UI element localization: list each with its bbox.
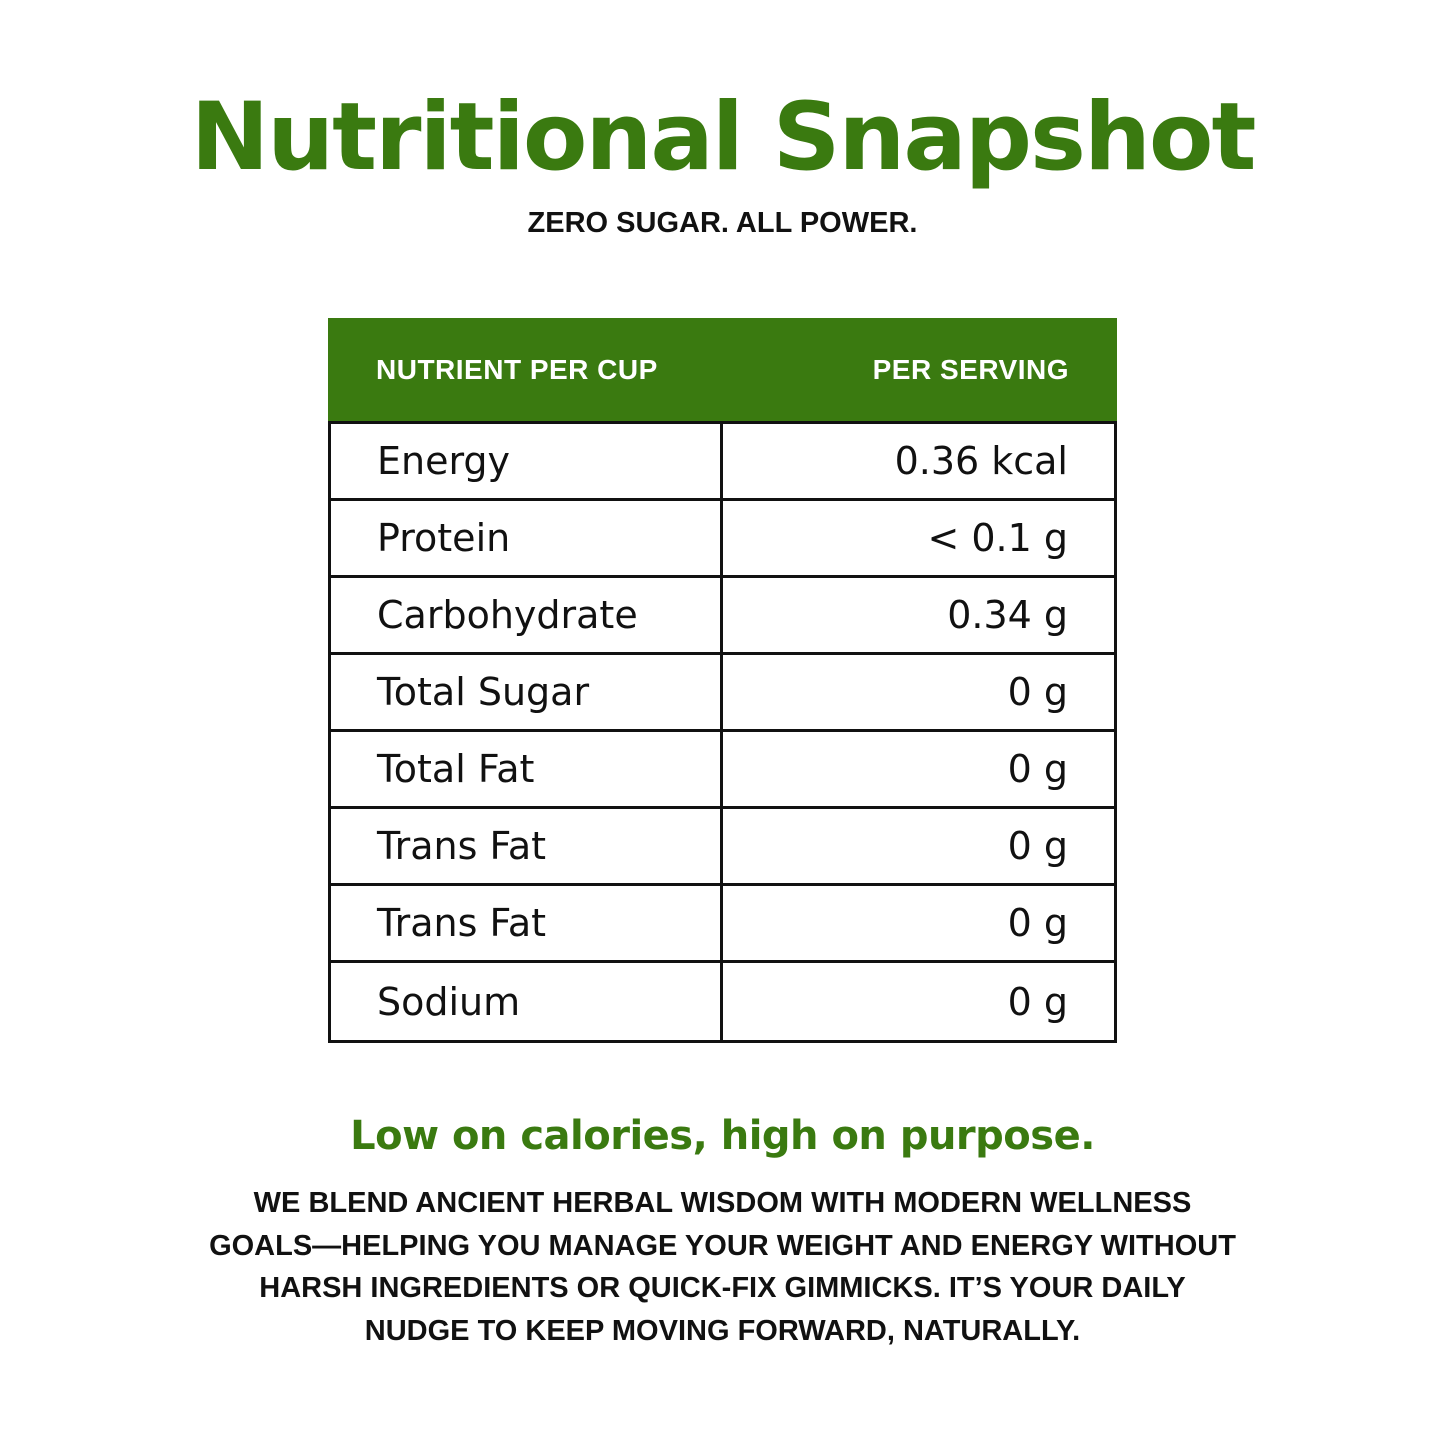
description-paragraph: WE BLEND ANCIENT HERBAL WISDOM WITH MODE…	[120, 1182, 1325, 1352]
nutrient-name: Sodium	[331, 963, 723, 1040]
nutrition-table: NUTRIENT PER CUP PER SERVING Energy 0.36…	[328, 318, 1117, 1043]
nutrient-name: Energy	[331, 424, 723, 498]
page-title: Nutritional Snapshot	[190, 83, 1257, 192]
nutrient-name: Trans Fat	[331, 809, 723, 883]
table-row: Trans Fat 0 g	[331, 886, 1114, 963]
nutrient-name: Trans Fat	[331, 886, 723, 960]
table-row: Total Sugar 0 g	[331, 655, 1114, 732]
nutrient-name: Protein	[331, 501, 723, 575]
column-header-per-serving: PER SERVING	[872, 353, 1069, 385]
nutrient-value: 0 g	[1007, 824, 1068, 868]
nutrient-value: 0 g	[1007, 979, 1068, 1024]
nutrient-name: Total Sugar	[331, 655, 723, 729]
tagline: Low on calories, high on purpose.	[350, 1113, 1095, 1159]
nutrient-name: Total Fat	[331, 732, 723, 806]
table-body: Energy 0.36 kcal Protein < 0.1 g Carbohy…	[328, 421, 1117, 1043]
description-line: NUDGE TO KEEP MOVING FORWARD, NATURALLY.	[364, 1314, 1081, 1347]
nutrient-value: 0.36 kcal	[894, 439, 1068, 483]
description-line: GOALS—HELPING YOU MANAGE YOUR WEIGHT AND…	[209, 1229, 1236, 1262]
table-row: Energy 0.36 kcal	[331, 424, 1114, 501]
nutrient-value: 0 g	[1007, 670, 1068, 714]
description-line: WE BLEND ANCIENT HERBAL WISDOM WITH MODE…	[253, 1187, 1192, 1219]
nutrient-value: 0 g	[1007, 747, 1068, 791]
table-row: Carbohydrate 0.34 g	[331, 578, 1114, 655]
nutrient-value: < 0.1 g	[927, 516, 1068, 560]
nutrient-value: 0.34 g	[947, 593, 1068, 637]
nutrient-value: 0 g	[1007, 901, 1068, 945]
table-row: Sodium 0 g	[331, 963, 1114, 1040]
column-header-nutrient: NUTRIENT PER CUP	[376, 353, 658, 385]
nutrient-name: Carbohydrate	[331, 578, 723, 652]
table-header: NUTRIENT PER CUP PER SERVING	[328, 318, 1117, 421]
table-row: Total Fat 0 g	[331, 732, 1114, 809]
table-row: Trans Fat 0 g	[331, 809, 1114, 886]
description-line: HARSH INGREDIENTS OR QUICK-FIX GIMMICKS.…	[259, 1272, 1186, 1304]
page-subtitle: ZERO SUGAR. ALL POWER.	[527, 207, 918, 239]
table-row: Protein < 0.1 g	[331, 501, 1114, 578]
